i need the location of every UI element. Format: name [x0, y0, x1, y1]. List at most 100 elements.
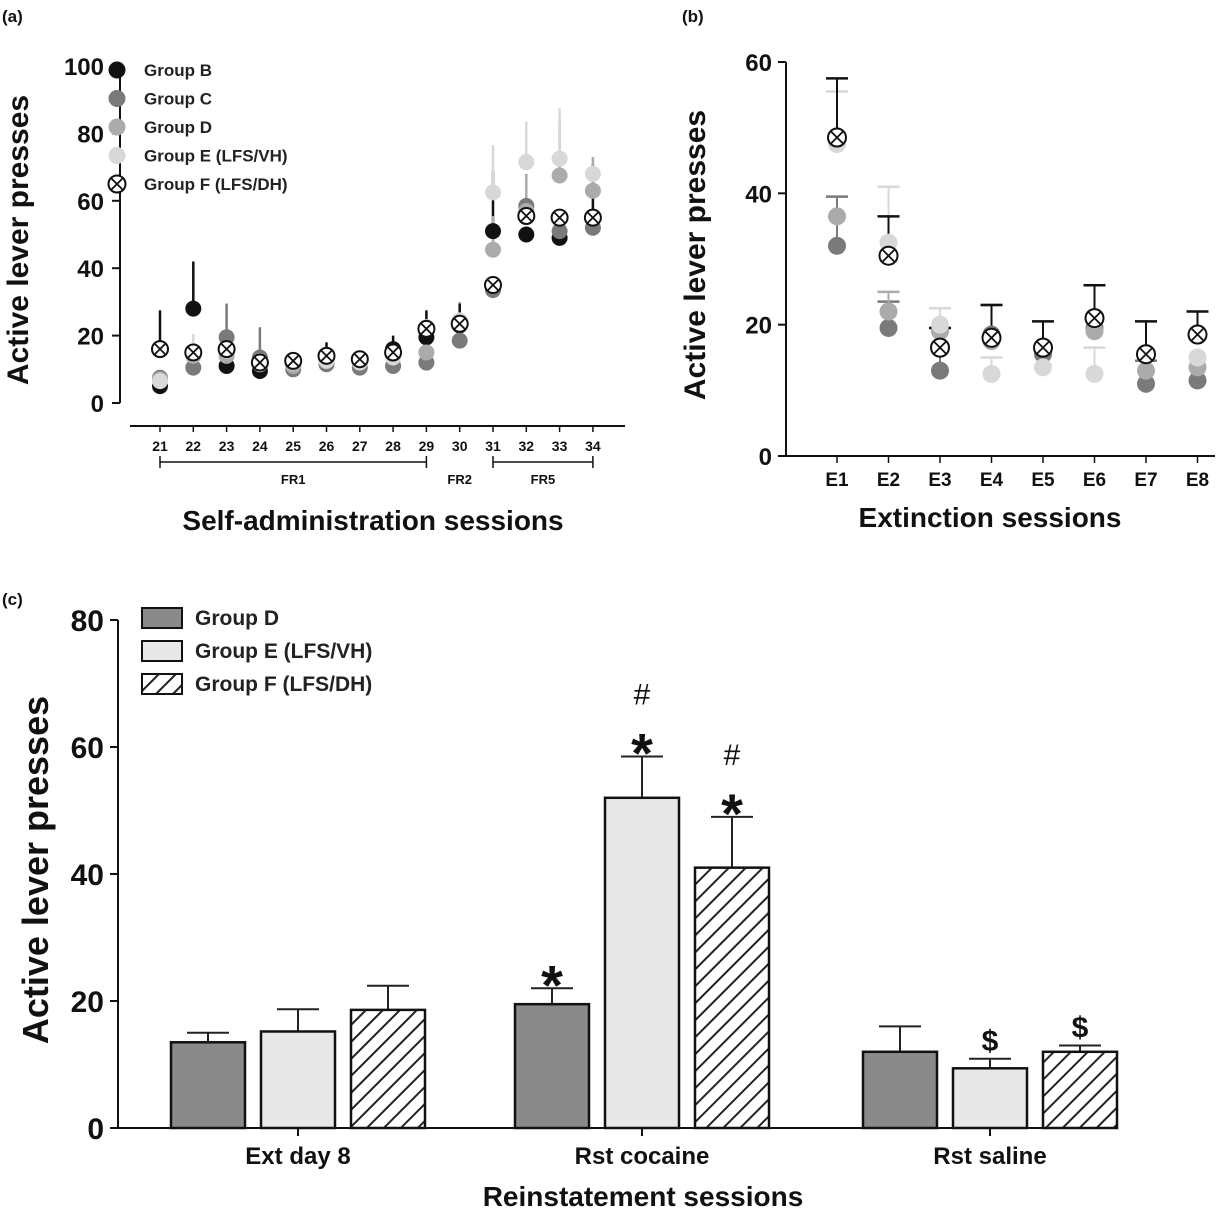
- panel-c-bar: [169, 1041, 247, 1130]
- panel-c-xlabel: Reinstatement sessions: [483, 1181, 804, 1212]
- panel-c-bar: [1041, 1050, 1119, 1130]
- panel-a-point-x2: [220, 343, 233, 356]
- panel-a-point-x2: [420, 322, 433, 335]
- panel-a-xtick-label: 21: [152, 438, 168, 454]
- panel-b-ytick-label: 60: [745, 50, 772, 77]
- panel-a-xtick-label: 26: [319, 438, 335, 454]
- panel-b-point-x2: [984, 331, 999, 345]
- panel-b-xtick-label: E2: [877, 470, 900, 491]
- panel-a-point: [485, 223, 501, 240]
- panel-c-legend-label: Group F (LFS/DH): [195, 673, 372, 696]
- panel-a-xlabel: Self-administration sessions: [182, 505, 563, 536]
- panel-b-point: [1137, 361, 1155, 380]
- panel-b-point: [1188, 348, 1207, 367]
- panel-c-bar: [259, 1030, 337, 1130]
- panel-a-label: (a): [2, 7, 23, 26]
- panel-a-point-x2: [153, 343, 167, 356]
- panel-b-point: [828, 236, 846, 255]
- panel-b-point: [1085, 364, 1104, 383]
- panel-b-point: [1137, 374, 1155, 393]
- panel-a-point: [518, 154, 535, 171]
- panel-c-ytick-label: 20: [71, 986, 104, 1019]
- panel-b-xtick-label: E6: [1083, 470, 1106, 491]
- panel-c-bar: [951, 1067, 1029, 1130]
- panel-a-xtick-label: 28: [385, 438, 401, 454]
- panel-a-phase-label: FR1: [281, 472, 306, 487]
- panel-a-xtick-label: 33: [552, 438, 568, 454]
- panel-b-point-x2: [1190, 327, 1205, 342]
- panel-c-significance-dollar: $: [1072, 1011, 1089, 1044]
- panel-b-point: [1034, 358, 1052, 377]
- panel-a-point-x2: [287, 354, 300, 367]
- panel-b-point: [931, 315, 949, 334]
- panel-b-point: [879, 302, 898, 321]
- panel-a-ylabel: Active lever presses: [2, 95, 35, 385]
- panel-b-point: [982, 364, 1001, 383]
- panel-a-xtick-label: 29: [419, 438, 435, 454]
- panel-c-legend-swatch: [141, 673, 183, 695]
- panel-b-point-x2: [830, 130, 844, 145]
- panel-b-xtick-label: E7: [1134, 470, 1157, 491]
- panel-a-xtick-label: 24: [252, 438, 268, 454]
- panel-a-point-x2: [453, 317, 466, 330]
- panel-b-point: [828, 207, 846, 226]
- panel-c-bar: [861, 1050, 939, 1130]
- panel-a-legend-marker: [108, 90, 126, 107]
- panel-c-legend-swatch: [141, 607, 183, 629]
- panel-a-xtick-label: 31: [485, 438, 501, 454]
- panel-a-xtick-label: 32: [519, 438, 535, 454]
- panel-a-point: [551, 167, 568, 184]
- panel-a-point: [152, 373, 168, 390]
- panel-a-xtick-label: 23: [219, 438, 235, 454]
- panel-c-xtick-label: Rst cocaine: [575, 1143, 710, 1170]
- panel-a-point: [451, 332, 468, 349]
- panel-b-xtick-label: E8: [1186, 470, 1209, 491]
- panel-c-significance-star: *: [721, 782, 743, 845]
- panel-a-legend-marker: [108, 61, 126, 79]
- panel-b-point: [931, 361, 949, 380]
- panel-c-label: (c): [2, 590, 23, 609]
- panel-c-ylabel: Active lever presses: [15, 696, 56, 1044]
- panel-a-phase-label: FR2: [447, 472, 472, 487]
- panel-a-legend-marker-x2: [110, 177, 124, 191]
- panel-b-xlabel: Extinction sessions: [859, 502, 1122, 533]
- panel-c-bar: [603, 796, 681, 1130]
- panel-a-point: [185, 359, 202, 376]
- panel-c-significance-hash: #: [634, 679, 651, 712]
- panel-a-point: [485, 184, 501, 201]
- panel-a-xtick-label: 27: [352, 438, 368, 454]
- panel-a-point: [584, 165, 601, 182]
- panel-a-point: [418, 344, 435, 361]
- panel-b-point: [1188, 371, 1207, 390]
- panel-c-legend-label: Group D: [195, 607, 279, 630]
- panel-c-bar: [349, 1008, 427, 1130]
- panel-c-significance-hash: #: [724, 739, 741, 772]
- panel-a-point-x2: [586, 211, 599, 224]
- panel-a-ytick-label: 60: [77, 189, 104, 216]
- panel-b-point-x2: [1036, 340, 1050, 355]
- panel-a-legend-label: Group E (LFS/VH): [144, 147, 288, 166]
- panel-a-phase-label: FR5: [531, 472, 556, 487]
- panel-a-legend-label: Group D: [144, 118, 212, 137]
- panel-c-legend-swatch: [141, 640, 183, 662]
- panel-a-point-x2: [520, 209, 533, 223]
- panel-a-point-x2: [387, 346, 400, 359]
- panel-a-point: [584, 182, 601, 199]
- panel-a-ytick-label: 100: [64, 54, 104, 81]
- panel-a-xtick-label: 22: [186, 438, 202, 454]
- panel-c-significance-star: *: [631, 722, 653, 785]
- panel-b-xtick-label: E5: [1031, 470, 1055, 491]
- panel-a-xtick-label: 34: [585, 438, 601, 454]
- panel-a-legend-marker: [108, 118, 126, 136]
- panel-c-ytick-label: 0: [87, 1113, 104, 1146]
- panel-a-point-x2: [553, 211, 566, 224]
- panel-a-legend-label: Group F (LFS/DH): [144, 175, 288, 194]
- panel-c-bar: [513, 1002, 591, 1130]
- panel-b-ylabel: Active lever presses: [679, 110, 712, 400]
- panel-a-legend-label: Group C: [144, 90, 212, 109]
- panel-a-point-x2: [353, 353, 366, 366]
- panel-a-ytick-label: 20: [77, 324, 104, 351]
- panel-b-xtick-label: E4: [980, 470, 1004, 491]
- panel-a-xtick-label: 25: [285, 438, 301, 454]
